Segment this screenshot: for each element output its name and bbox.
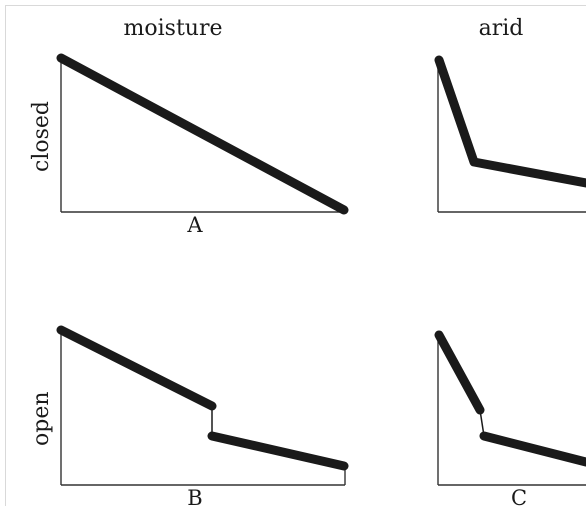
- panel-b-curve-segment-2: [207, 431, 349, 471]
- figure-frame: [5, 5, 586, 506]
- column-label-moisture: moisture: [123, 16, 223, 41]
- column-label-arid: arid: [478, 16, 524, 41]
- panel-c-curve-segment-2: [479, 431, 586, 467]
- panel-c-axes: [437, 335, 586, 486]
- panel-c-curve-segment-1: [434, 330, 485, 415]
- panel-a-curve: [56, 53, 349, 215]
- panel-arid-closed-curve: [434, 55, 586, 188]
- panel-b-curve-segment-1: [56, 325, 217, 411]
- panel-letter-c: C: [510, 486, 528, 510]
- panel-a-axes: [60, 58, 345, 213]
- panel-letter-a: A: [187, 213, 203, 237]
- panel-letter-b: B: [187, 486, 203, 510]
- panel-arid-closed-axes: [437, 60, 586, 213]
